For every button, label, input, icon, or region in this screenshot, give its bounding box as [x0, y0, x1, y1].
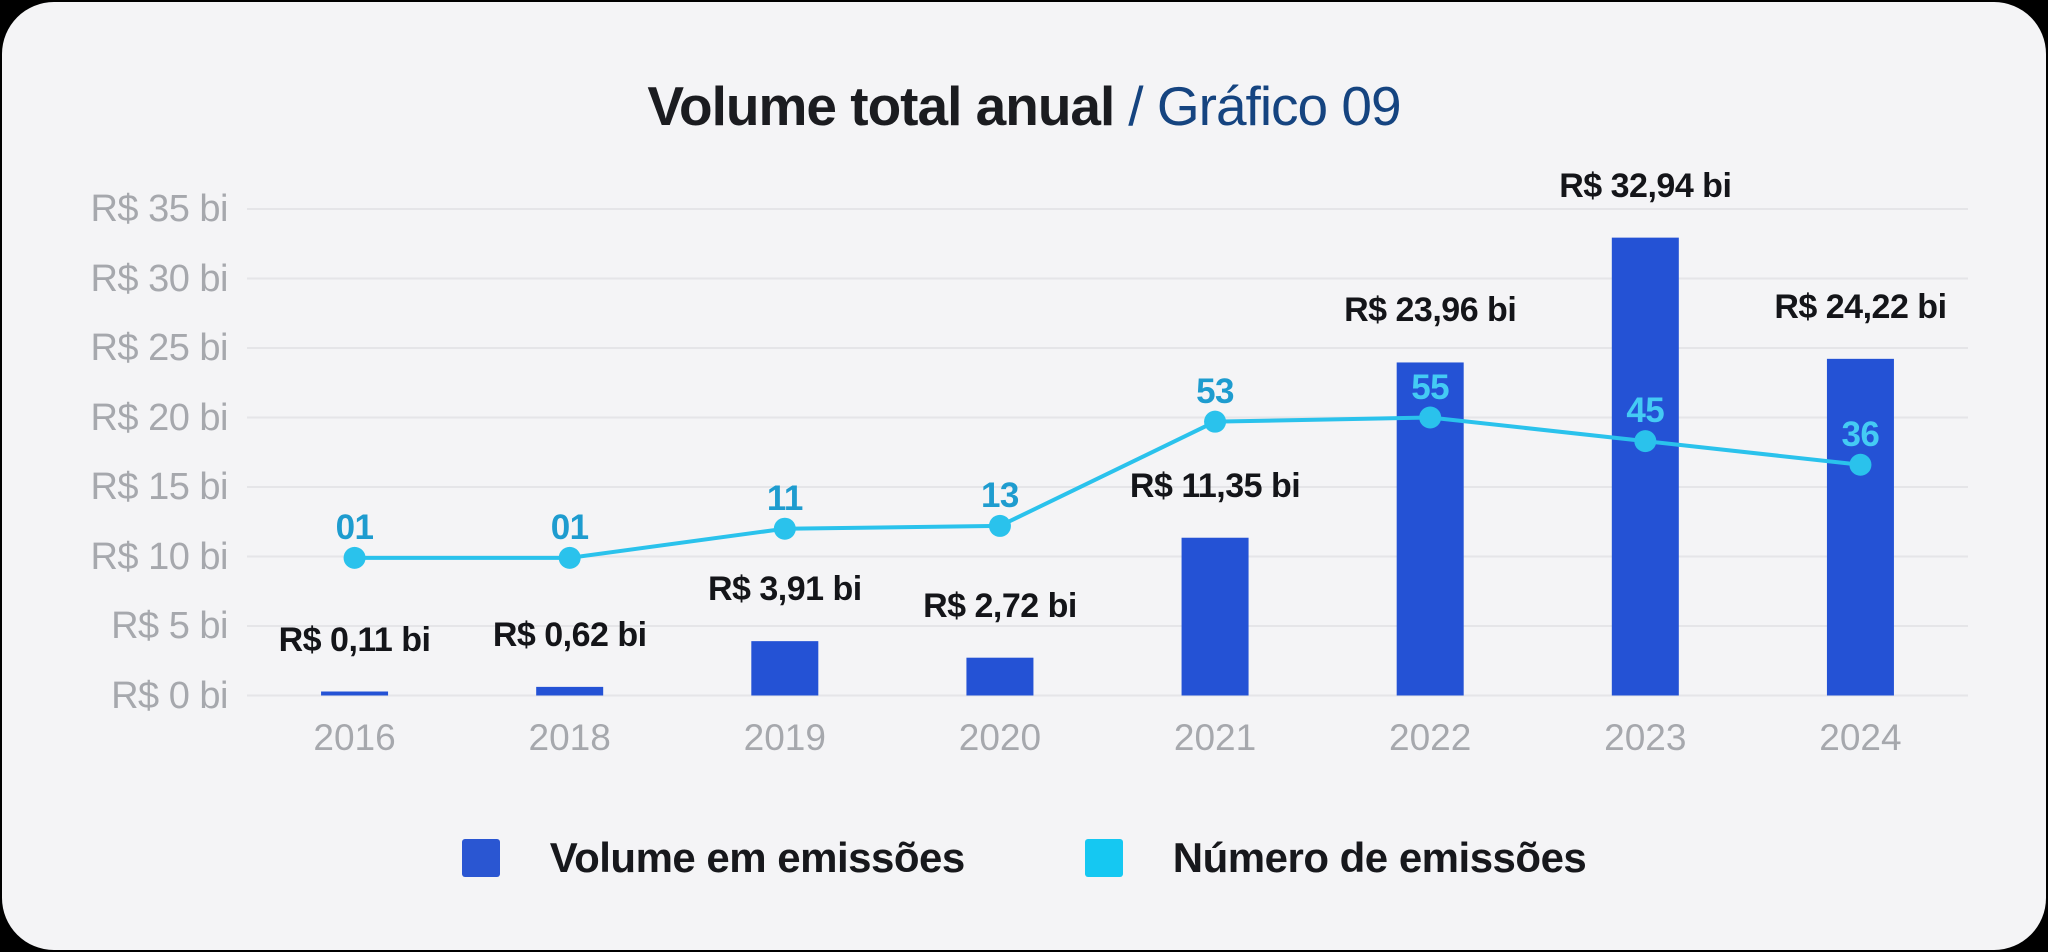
legend: Volume em emissões Número de emissões: [0, 830, 2048, 886]
chart-title: Volume total anual / Gráfico 09: [0, 74, 2048, 138]
line-point-2024: [1849, 453, 1872, 476]
bar-2020: [966, 657, 1034, 696]
emissions-count-line: [354, 415, 1861, 560]
legend-label-numero: Número de emissões: [1172, 834, 1587, 881]
bar-2019: [751, 641, 819, 696]
line-point-2020: [988, 514, 1011, 537]
line-point-2019: [773, 517, 796, 540]
bar-2016: [321, 691, 389, 696]
legend-item-numero: Número de emissões: [1084, 830, 1587, 886]
line-point-2016: [343, 546, 366, 569]
line-point-2018: [558, 546, 581, 569]
legend-label-volume: Volume em emissões: [549, 834, 966, 881]
legend-swatch-volume-icon: [461, 839, 500, 877]
legend-item-volume: Volume em emissões: [461, 830, 966, 886]
bar-2024: [1826, 358, 1894, 696]
bar-2018: [536, 686, 604, 696]
legend-swatch-numero-icon: [1084, 839, 1123, 877]
line-point-2023: [1634, 430, 1657, 453]
line-point-2021: [1204, 410, 1227, 433]
line-point-2022: [1419, 406, 1442, 429]
bar-2021: [1181, 537, 1249, 696]
bar-2023: [1611, 237, 1679, 696]
chart-title-main: Volume total anual: [647, 75, 1115, 137]
chart-title-suffix: / Gráfico 09: [1128, 75, 1401, 137]
